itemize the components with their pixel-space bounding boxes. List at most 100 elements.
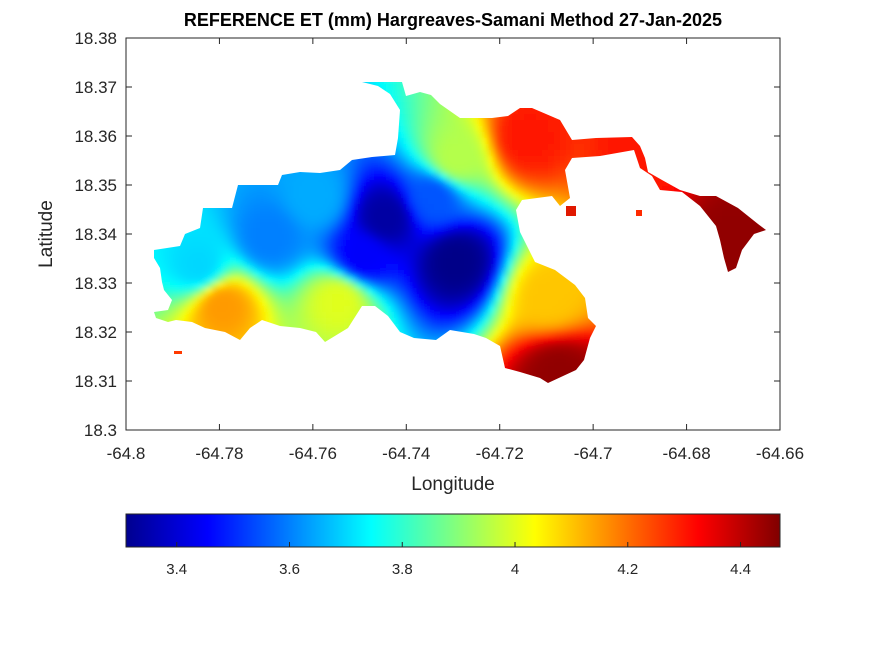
field-cell bbox=[194, 276, 201, 283]
field-cell bbox=[728, 222, 735, 229]
field-cell bbox=[404, 102, 411, 109]
field-cell bbox=[350, 186, 357, 193]
field-cell bbox=[650, 174, 657, 181]
field-cell bbox=[524, 156, 531, 163]
field-cell bbox=[278, 258, 285, 265]
field-cell bbox=[314, 216, 321, 223]
field-cell bbox=[494, 270, 501, 277]
field-cell bbox=[386, 156, 393, 163]
field-cell bbox=[272, 216, 279, 223]
field-cell bbox=[248, 288, 255, 295]
field-cell bbox=[188, 258, 195, 265]
field-cell bbox=[380, 156, 387, 163]
field-cell bbox=[368, 258, 375, 265]
field-cell bbox=[260, 222, 267, 229]
field-cell bbox=[434, 186, 441, 193]
field-cell bbox=[746, 234, 753, 241]
field-cell bbox=[254, 246, 261, 253]
field-cell bbox=[482, 192, 489, 199]
field-cell bbox=[362, 246, 369, 253]
field-cell bbox=[440, 198, 447, 205]
field-cell bbox=[308, 210, 315, 217]
field-cell bbox=[464, 156, 471, 163]
field-cell bbox=[374, 162, 381, 169]
field-cell bbox=[314, 288, 321, 295]
field-cell bbox=[320, 210, 327, 217]
field-cell bbox=[446, 228, 453, 235]
field-cell bbox=[398, 222, 405, 229]
field-cell bbox=[536, 264, 543, 271]
field-cell bbox=[362, 162, 369, 169]
field-cell bbox=[542, 126, 549, 133]
field-cell bbox=[284, 258, 291, 265]
field-cell bbox=[434, 246, 441, 253]
field-cell bbox=[722, 210, 729, 217]
field-cell bbox=[200, 306, 207, 313]
field-cell bbox=[488, 228, 495, 235]
field-cell bbox=[254, 294, 261, 301]
field-cell bbox=[440, 210, 447, 217]
field-cell bbox=[368, 294, 375, 301]
field-cell bbox=[500, 216, 507, 223]
field-cell bbox=[212, 324, 219, 331]
field-cell bbox=[200, 222, 207, 229]
field-cell bbox=[548, 144, 555, 151]
field-cell bbox=[278, 264, 285, 271]
field-cell bbox=[452, 198, 459, 205]
field-cell bbox=[392, 180, 399, 187]
field-cell bbox=[398, 174, 405, 181]
field-cell bbox=[500, 234, 507, 241]
field-cell bbox=[470, 294, 477, 301]
field-cell bbox=[560, 180, 567, 187]
field-cell bbox=[488, 162, 495, 169]
field-cell bbox=[464, 318, 471, 325]
field-cell bbox=[320, 312, 327, 319]
field-cell bbox=[494, 120, 501, 127]
field-cell bbox=[272, 270, 279, 277]
field-cell bbox=[422, 156, 429, 163]
field-cell bbox=[272, 192, 279, 199]
field-cell bbox=[380, 258, 387, 265]
field-cell bbox=[206, 282, 213, 289]
field-cell bbox=[404, 96, 411, 103]
field-cell bbox=[392, 186, 399, 193]
field-cell bbox=[398, 186, 405, 193]
field-cell bbox=[398, 82, 405, 85]
field-cell bbox=[398, 90, 405, 97]
field-cell bbox=[458, 234, 465, 241]
field-cell bbox=[176, 276, 183, 283]
field-cell bbox=[356, 252, 363, 259]
field-cell bbox=[194, 312, 201, 319]
field-cell bbox=[416, 258, 423, 265]
field-cell bbox=[452, 276, 459, 283]
field-cell bbox=[272, 264, 279, 271]
field-cell bbox=[524, 258, 531, 265]
field-cell bbox=[272, 258, 279, 265]
field-cell bbox=[212, 288, 219, 295]
field-cell bbox=[230, 306, 237, 313]
field-cell bbox=[290, 270, 297, 277]
field-cell bbox=[224, 318, 231, 325]
field-cell bbox=[224, 222, 231, 229]
field-cell bbox=[308, 318, 315, 325]
field-cell bbox=[488, 294, 495, 301]
field-cell bbox=[440, 312, 447, 319]
field-cell bbox=[440, 126, 447, 133]
field-cell bbox=[488, 312, 495, 319]
field-cell bbox=[374, 282, 381, 289]
field-cell bbox=[386, 282, 393, 289]
field-cell bbox=[332, 246, 339, 253]
field-cell bbox=[380, 204, 387, 211]
field-cell bbox=[296, 198, 303, 205]
field-cell bbox=[584, 336, 591, 343]
field-cell bbox=[284, 312, 291, 319]
field-cell bbox=[368, 282, 375, 289]
field-cell bbox=[164, 276, 171, 283]
field-cell bbox=[464, 204, 471, 211]
field-cell bbox=[236, 216, 243, 223]
field-cell bbox=[470, 168, 477, 175]
field-cell bbox=[182, 294, 189, 301]
field-cell bbox=[560, 162, 567, 169]
field-cell bbox=[560, 126, 567, 133]
field-cell bbox=[500, 192, 507, 199]
